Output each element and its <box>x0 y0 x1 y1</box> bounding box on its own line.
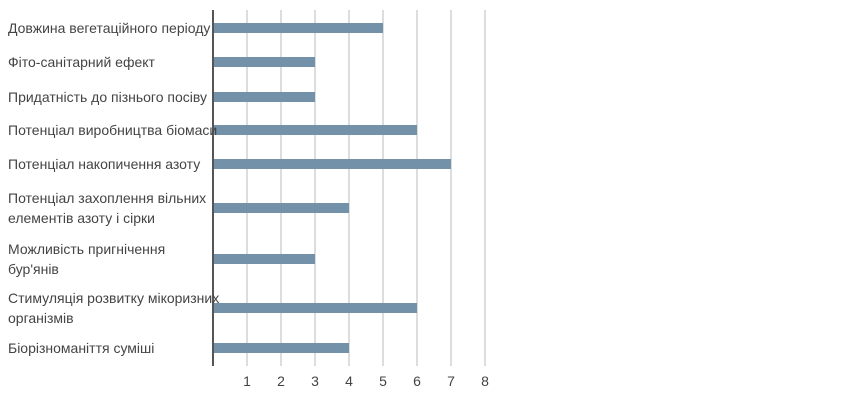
x-tick-label-1: 1 <box>243 373 251 389</box>
category-label-8-line-1: Стимуляція розвитку мікоризних <box>8 290 219 306</box>
category-label-1: Довжина вегетаційного періоду <box>8 20 210 36</box>
category-label-7-line-1: Можливість пригнічення <box>8 241 165 257</box>
category-label-8-line-2: організмів <box>8 310 74 326</box>
bar-4 <box>213 125 417 135</box>
bar-7 <box>213 254 315 264</box>
x-tick-label-6: 6 <box>413 373 421 389</box>
category-label-2: Фіто-санітарний ефект <box>8 54 156 70</box>
bars <box>213 23 451 353</box>
x-tick-label-7: 7 <box>447 373 455 389</box>
category-label-7-line-2: бур'янів <box>8 261 59 277</box>
bar-9 <box>213 343 349 353</box>
category-label-6-line-2: елементів азоту і сірки <box>8 210 155 226</box>
x-tick-label-2: 2 <box>277 373 285 389</box>
category-label-6-line-1: Потенціал захоплення вільних <box>8 190 206 206</box>
bar-8 <box>213 303 417 313</box>
x-tick-label-5: 5 <box>379 373 387 389</box>
category-label-4: Потенціал виробництва біомаси <box>8 122 217 138</box>
category-labels: Довжина вегетаційного періоду Фіто-саніта… <box>8 20 219 356</box>
gridlines <box>246 10 486 366</box>
category-label-5: Потенціал накопичення азоту <box>8 156 200 172</box>
bar-3 <box>213 92 315 102</box>
category-label-9: Біорізноманіття суміші <box>8 340 154 356</box>
x-tick-label-4: 4 <box>345 373 353 389</box>
category-label-3: Придатність до пізнього посіву <box>8 89 207 105</box>
bar-5 <box>213 159 451 169</box>
bar-6 <box>213 203 349 213</box>
bar-1 <box>213 23 383 33</box>
x-tick-label-8: 8 <box>481 373 489 389</box>
x-tick-label-3: 3 <box>311 373 319 389</box>
tick-labels: 1 2 3 4 5 6 7 8 <box>243 373 489 389</box>
bar-2 <box>213 57 315 67</box>
